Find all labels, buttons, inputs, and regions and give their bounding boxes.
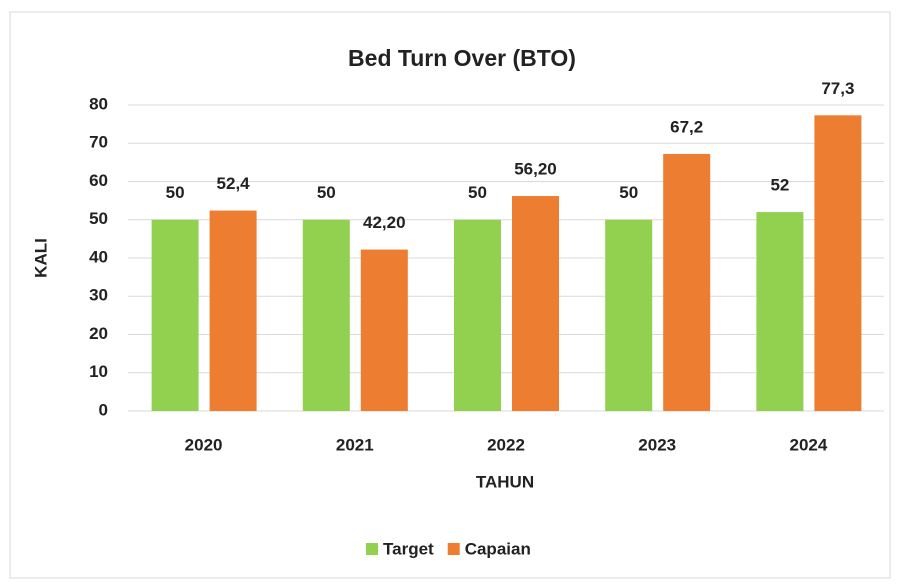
y-tick-label: 10 bbox=[89, 362, 108, 381]
data-label: 56,20 bbox=[514, 160, 557, 179]
x-tick-label: 2023 bbox=[638, 435, 676, 454]
x-tick-label: 2024 bbox=[789, 435, 827, 454]
x-axis-label: TAHUN bbox=[476, 472, 534, 491]
bar bbox=[151, 219, 199, 411]
bar bbox=[605, 219, 653, 411]
y-tick-label: 0 bbox=[99, 400, 108, 419]
bar bbox=[663, 153, 711, 411]
y-axis-label: KALI bbox=[31, 238, 50, 278]
bar bbox=[360, 249, 408, 411]
data-label: 52 bbox=[770, 176, 789, 195]
y-tick-label: 60 bbox=[89, 171, 108, 190]
bar bbox=[302, 219, 350, 411]
data-label: 50 bbox=[317, 183, 336, 202]
legend-swatch bbox=[447, 543, 460, 555]
data-label: 42,20 bbox=[363, 213, 406, 232]
chart-title: Bed Turn Over (BTO) bbox=[348, 45, 576, 71]
x-tick-label: 2021 bbox=[336, 435, 374, 454]
data-label: 50 bbox=[619, 183, 638, 202]
y-tick-label: 50 bbox=[89, 209, 108, 228]
legend-label: Target bbox=[383, 539, 434, 558]
bar bbox=[209, 210, 257, 411]
y-tick-label: 70 bbox=[89, 133, 108, 152]
y-tick-label: 40 bbox=[89, 247, 108, 266]
bar bbox=[814, 115, 862, 411]
x-tick-label: 2022 bbox=[487, 435, 525, 454]
bar bbox=[756, 212, 804, 411]
y-tick-label: 20 bbox=[89, 324, 108, 343]
x-tick-label: 2020 bbox=[185, 435, 223, 454]
legend-label: Capaian bbox=[465, 539, 531, 558]
bar bbox=[512, 196, 559, 411]
bar bbox=[454, 219, 501, 411]
y-tick-label: 80 bbox=[89, 94, 108, 113]
data-label: 50 bbox=[166, 183, 185, 202]
data-label: 50 bbox=[468, 183, 487, 202]
legend-swatch bbox=[366, 543, 378, 555]
data-label: 67,2 bbox=[670, 117, 703, 136]
data-label: 52,4 bbox=[217, 174, 251, 193]
y-tick-label: 30 bbox=[89, 286, 108, 305]
data-label: 77,3 bbox=[821, 79, 854, 98]
